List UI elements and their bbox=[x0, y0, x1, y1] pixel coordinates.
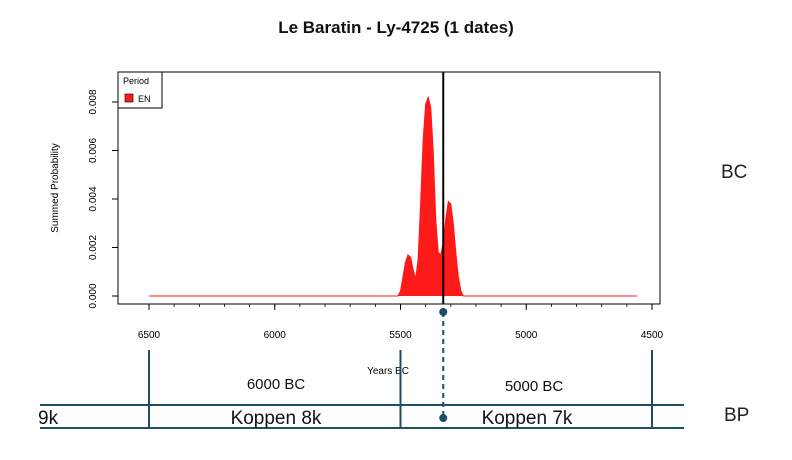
bc-label: BC bbox=[721, 162, 748, 183]
legend-title: Period bbox=[123, 76, 149, 86]
era-label-6000bc: 6000 BC bbox=[247, 376, 306, 393]
legend: Period EN bbox=[117, 71, 163, 109]
x-tick-label: 6500 bbox=[138, 330, 161, 341]
y-tick-label: 0.004 bbox=[88, 186, 99, 211]
x-axis-label: Years BC bbox=[367, 366, 409, 377]
x-tick-label: 6000 bbox=[264, 330, 287, 341]
marker-dot-top bbox=[439, 308, 448, 316]
series-line-en bbox=[149, 95, 637, 297]
y-tick-label: 0.000 bbox=[88, 283, 99, 308]
bp-label: BP bbox=[724, 405, 750, 426]
y-tick-label: 0.002 bbox=[88, 235, 99, 260]
legend-entry-en: EN bbox=[138, 94, 151, 104]
era-label-5000bc: 5000 BC bbox=[505, 378, 564, 395]
y-tick-label: 0.008 bbox=[88, 89, 99, 114]
legend-swatch-en bbox=[124, 93, 134, 103]
marker-dot-bottom bbox=[439, 414, 448, 422]
y-tick-label: 0.006 bbox=[88, 138, 99, 163]
period-label-koppen-8k: Koppen 8k bbox=[231, 408, 322, 429]
y-axis-label: Summed Probability bbox=[50, 143, 61, 232]
period-label-9k: 9k bbox=[38, 408, 59, 429]
chart-title: Le Baratin - Ly-4725 (1 dates) bbox=[278, 18, 514, 37]
plot-frame bbox=[117, 71, 661, 305]
x-tick-label: 5500 bbox=[389, 330, 412, 341]
period-label-koppen-7k: Koppen 7k bbox=[482, 408, 573, 429]
x-tick-label: 5000 bbox=[515, 330, 538, 341]
series-area-en bbox=[149, 97, 637, 296]
x-tick-label: 4500 bbox=[641, 330, 664, 341]
